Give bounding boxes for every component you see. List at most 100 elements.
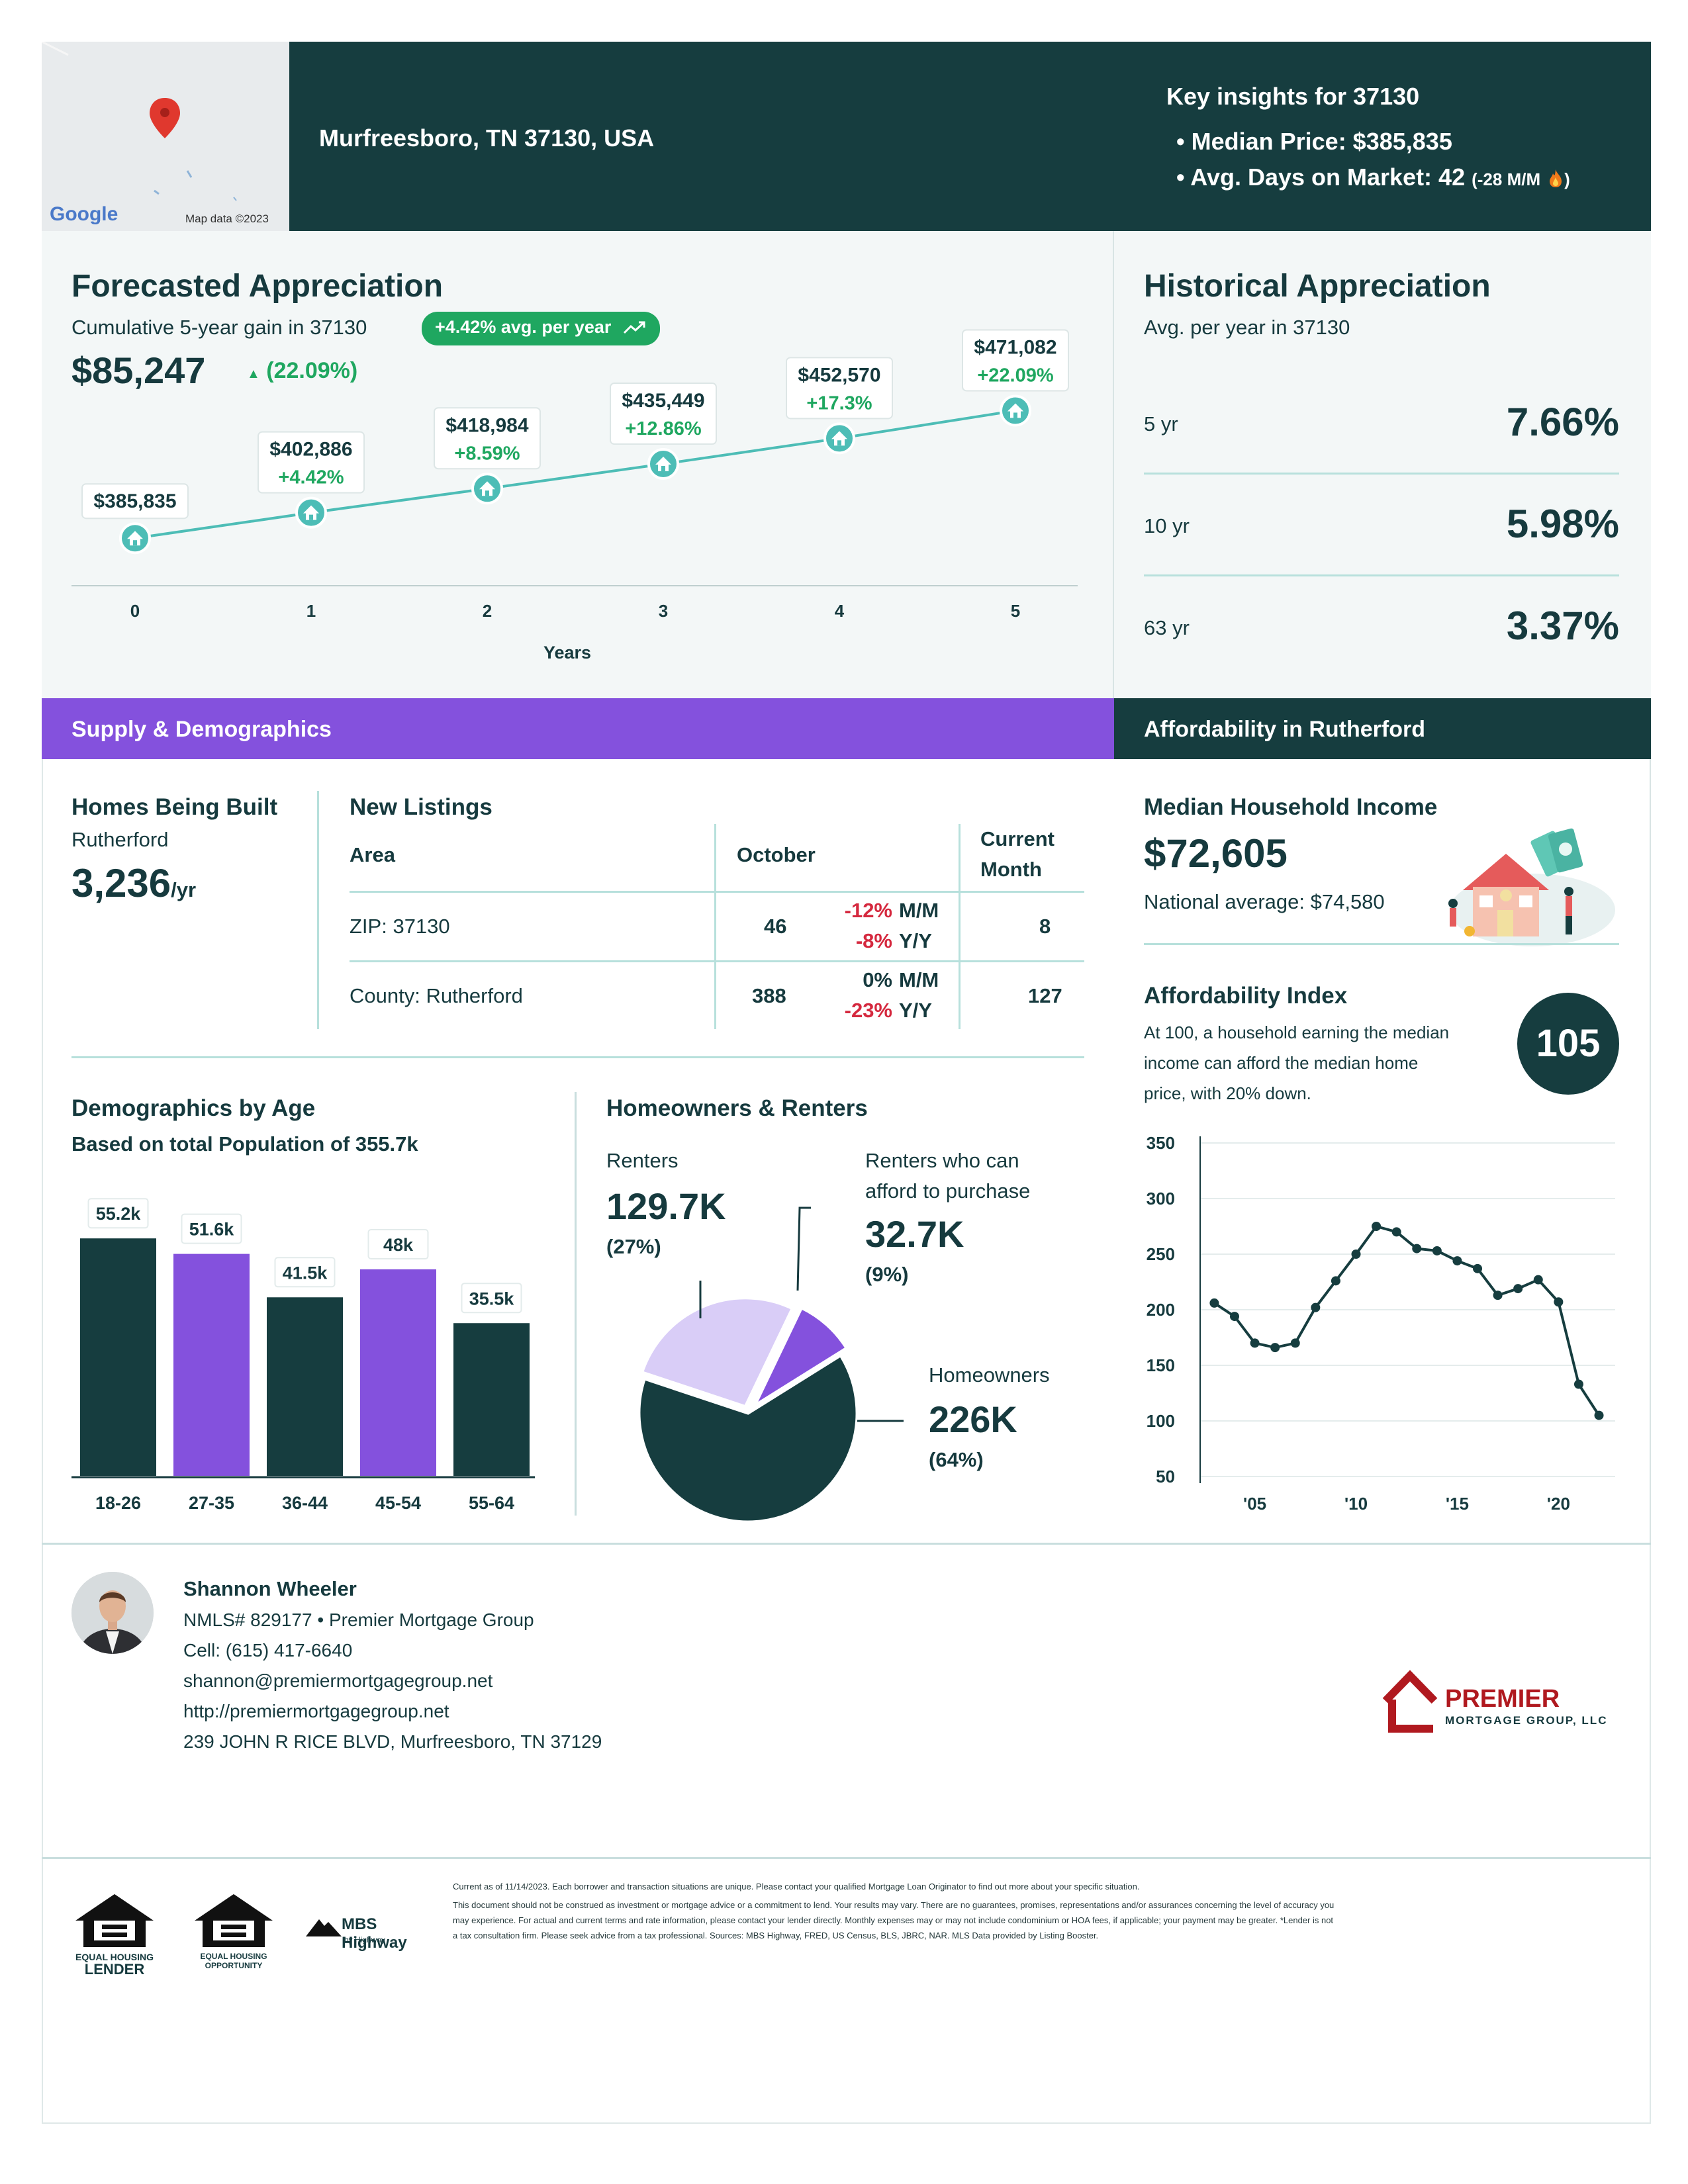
days-on-market-text: Avg. Days on Market: 42 bbox=[1190, 163, 1466, 191]
pct-label: +12.86% bbox=[625, 418, 702, 439]
map-data-label: Map data ©2023 bbox=[185, 212, 269, 225]
owners-value: 226K bbox=[929, 1398, 1017, 1440]
disclaimer-2: This document should not be construed as… bbox=[453, 1900, 1335, 1910]
row-yy-label: Y/Y bbox=[899, 999, 932, 1022]
table-row: County: Rutherford 388 0% M/M -23% Y/Y 1… bbox=[350, 963, 1084, 1032]
col-area-header: Area bbox=[350, 843, 395, 866]
bar bbox=[173, 1253, 250, 1476]
historical-row-63yr: 63 yr 3.37% bbox=[1144, 576, 1619, 678]
owners-label: Homeowners bbox=[929, 1363, 1050, 1387]
pct-label: +4.42% bbox=[278, 467, 344, 488]
key-insights-title: Key insights for 37130 bbox=[1166, 83, 1420, 110]
demographics-subtitle: Based on total Population of 355.7k bbox=[71, 1132, 418, 1156]
affordability-index-title: Affordability Index bbox=[1144, 983, 1348, 1009]
income-national: National average: $74,580 bbox=[1144, 890, 1385, 913]
bar bbox=[453, 1323, 530, 1476]
equal-housing-house-icon bbox=[75, 1894, 154, 1947]
x-tick-label: 2 bbox=[483, 601, 492, 621]
bar-label-box bbox=[461, 1283, 522, 1314]
data-point bbox=[1331, 1276, 1340, 1286]
map-pin-icon bbox=[150, 98, 180, 138]
bar-category-label: 55-64 bbox=[469, 1493, 514, 1513]
contact-nmls: NMLS# 829177 • Premier Mortgage Group bbox=[183, 1610, 534, 1630]
supply-demographics-bar: Supply & Demographics bbox=[42, 698, 1114, 759]
house-money-illustration bbox=[1448, 828, 1615, 946]
homes-built-area: Rutherford bbox=[71, 828, 169, 851]
new-listings-title: New Listings bbox=[350, 794, 492, 820]
bar bbox=[80, 1238, 156, 1476]
data-point bbox=[1432, 1246, 1442, 1255]
premier-logo: PREMIER MORTGAGE GROUP, LLC bbox=[1380, 1668, 1618, 1734]
data-label: $471,082 bbox=[974, 336, 1056, 358]
equal-housing-lender-logo: EQUAL HOUSING LENDER bbox=[71, 1891, 158, 1978]
bar-value-label: 51.6k bbox=[189, 1220, 235, 1240]
mbs-text: MBS Highway bbox=[342, 1915, 407, 1952]
bar-category-label: 45-54 bbox=[375, 1493, 421, 1513]
contact-divider-top bbox=[42, 1543, 1651, 1545]
mbs-highway-logo: MBS Highway by Highway bbox=[306, 1913, 438, 1952]
bar-category-label: 18-26 bbox=[95, 1493, 141, 1513]
house-icon bbox=[1000, 394, 1031, 427]
homes-built-title: Homes Being Built bbox=[71, 794, 278, 820]
homes-built-value: 3,236/yr bbox=[71, 860, 196, 906]
demo-divider bbox=[575, 1092, 577, 1516]
supply-section-line bbox=[71, 1056, 1084, 1058]
pct-label: +8.59% bbox=[454, 443, 520, 464]
avatar bbox=[71, 1572, 154, 1654]
house-icon bbox=[119, 522, 151, 555]
data-point bbox=[1250, 1338, 1260, 1348]
days-change-text: (-28 M/M bbox=[1472, 169, 1541, 189]
supply-divider bbox=[317, 791, 319, 1029]
data-point bbox=[1412, 1244, 1422, 1253]
forecast-line-chart: $385,835 0 $402,886 +4.42% 1 $418,984 +8.59% 2 $… bbox=[71, 329, 1078, 621]
row-mm-label: M/M bbox=[899, 899, 939, 922]
historical-value: 3.37% bbox=[1506, 604, 1619, 648]
data-point bbox=[1311, 1302, 1321, 1312]
y-tick-label: 250 bbox=[1147, 1244, 1175, 1264]
data-point bbox=[1473, 1263, 1483, 1273]
x-tick-label: 1 bbox=[306, 601, 316, 621]
value-label-box bbox=[434, 407, 541, 470]
historical-row-10yr: 10 yr 5.98% bbox=[1144, 475, 1619, 576]
y-tick-label: 50 bbox=[1156, 1467, 1175, 1486]
data-label: $452,570 bbox=[798, 364, 880, 386]
table-row: ZIP: 37130 46 -12% M/M -8% Y/Y 8 bbox=[350, 893, 1084, 962]
contact-cell[interactable]: Cell: (615) 417-6640 bbox=[183, 1640, 353, 1661]
demographics-title: Demographics by Age bbox=[71, 1095, 316, 1121]
row-mm-change: 0% bbox=[863, 968, 892, 991]
table-col-divider-2 bbox=[959, 824, 961, 1029]
bar bbox=[360, 1269, 436, 1476]
disclaimer-3: may experience. For actual and current t… bbox=[453, 1915, 1334, 1925]
data-point bbox=[1493, 1291, 1503, 1300]
bar-label-box bbox=[367, 1229, 429, 1259]
value-label-box bbox=[610, 383, 717, 445]
homeowners-renters-title: Homeowners & Renters bbox=[606, 1095, 868, 1121]
data-point bbox=[1554, 1297, 1564, 1307]
contact-email[interactable]: shannon@premiermortgagegroup.net bbox=[183, 1670, 493, 1691]
forecast-panel: Forecasted Appreciation Cumulative 5-yea… bbox=[42, 231, 1114, 698]
x-tick-label: '20 bbox=[1547, 1494, 1570, 1514]
y-tick-label: 300 bbox=[1147, 1189, 1175, 1208]
bar-value-label: 35.5k bbox=[469, 1289, 515, 1308]
fire-icon bbox=[1547, 166, 1564, 187]
contact-name: Shannon Wheeler bbox=[183, 1577, 357, 1600]
x-tick-label: 4 bbox=[835, 601, 845, 621]
y-tick-label: 100 bbox=[1147, 1411, 1175, 1431]
data-point bbox=[1513, 1284, 1523, 1294]
data-point bbox=[1372, 1222, 1382, 1231]
bar-label-box bbox=[87, 1198, 149, 1229]
data-label: $385,835 bbox=[93, 490, 176, 512]
data-point bbox=[1209, 1298, 1219, 1308]
historical-title: Historical Appreciation bbox=[1144, 269, 1491, 304]
historical-label: 63 yr bbox=[1144, 616, 1190, 639]
homes-built-unit: /yr bbox=[171, 878, 197, 901]
location-map[interactable]: Google Map data ©2023 bbox=[42, 42, 289, 231]
income-title: Median Household Income bbox=[1144, 794, 1438, 820]
affordability-index-badge: 105 bbox=[1517, 993, 1619, 1095]
historical-value: 5.98% bbox=[1506, 502, 1619, 546]
data-point bbox=[1229, 1312, 1239, 1322]
contact-address: 239 JOHN R RICE BLVD, Murfreesboro, TN 3… bbox=[183, 1731, 602, 1752]
bar bbox=[267, 1297, 343, 1476]
contact-website[interactable]: http://premiermortgagegroup.net bbox=[183, 1701, 449, 1721]
disclaimer-1: Current as of 11/14/2023. Each borrower … bbox=[453, 1882, 1140, 1891]
